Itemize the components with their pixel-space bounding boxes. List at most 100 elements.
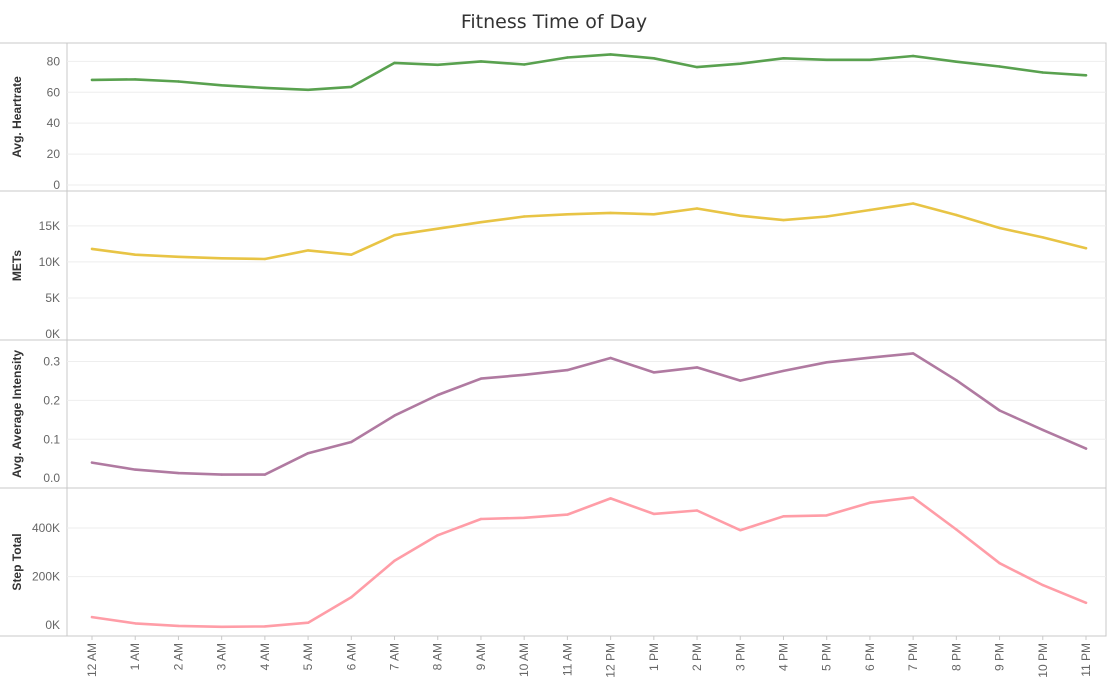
data-point bbox=[220, 625, 223, 628]
data-point bbox=[955, 379, 958, 382]
data-point bbox=[1084, 601, 1088, 604]
data-point bbox=[825, 215, 828, 218]
data-point bbox=[609, 211, 612, 215]
x-tick-label: 7 AM bbox=[388, 643, 402, 670]
y-tick-label: 5K bbox=[45, 291, 60, 305]
panel-1: 0 20 40 60 80 Avg. Heartrate bbox=[0, 53, 1106, 192]
x-tick-label: 1 PM bbox=[647, 643, 661, 671]
data-point bbox=[479, 517, 483, 521]
x-tick-label: 8 PM bbox=[949, 643, 963, 671]
data-point bbox=[263, 86, 267, 90]
data-point bbox=[695, 65, 699, 69]
data-point bbox=[782, 218, 785, 222]
data-point bbox=[177, 255, 180, 258]
x-tick-label: 12 PM bbox=[604, 643, 618, 677]
x-tick-label: 3 AM bbox=[215, 643, 229, 670]
x-tick-label: 4 AM bbox=[258, 643, 272, 670]
data-point bbox=[825, 514, 828, 517]
x-tick-label: 3 PM bbox=[733, 643, 747, 671]
data-point bbox=[955, 528, 958, 531]
data-point bbox=[998, 409, 1001, 412]
y-tick-label: 0K bbox=[45, 618, 60, 632]
y-tick-label: 0.2 bbox=[43, 393, 60, 407]
data-point bbox=[134, 78, 137, 81]
data-point bbox=[523, 516, 526, 519]
data-point bbox=[739, 62, 742, 65]
data-point bbox=[566, 368, 569, 372]
data-point bbox=[782, 57, 785, 60]
data-point bbox=[609, 497, 612, 500]
data-point bbox=[220, 473, 223, 476]
data-point bbox=[1041, 236, 1045, 239]
y-tick-label: 15K bbox=[39, 219, 60, 233]
data-point bbox=[1041, 428, 1045, 432]
data-point bbox=[652, 512, 655, 516]
x-tick-label: 6 AM bbox=[344, 643, 358, 670]
data-point bbox=[134, 468, 137, 471]
data-point bbox=[1084, 74, 1088, 77]
data-point bbox=[90, 615, 94, 619]
data-point bbox=[177, 80, 180, 83]
data-point bbox=[825, 361, 828, 364]
data-point bbox=[436, 63, 439, 66]
data-point bbox=[90, 461, 94, 464]
data-point bbox=[263, 473, 267, 476]
data-point bbox=[350, 253, 353, 256]
data-point bbox=[609, 53, 612, 56]
y-tick-label: 0K bbox=[45, 327, 60, 341]
data-point bbox=[350, 440, 353, 444]
data-point bbox=[134, 622, 137, 625]
data-point bbox=[695, 207, 699, 210]
data-point bbox=[436, 227, 439, 230]
data-point bbox=[911, 496, 915, 499]
data-point bbox=[393, 234, 396, 237]
data-point bbox=[306, 249, 310, 252]
x-tick-label: 2 AM bbox=[171, 643, 185, 670]
data-point bbox=[566, 513, 569, 516]
x-tick-label: 9 AM bbox=[474, 643, 488, 670]
data-point bbox=[479, 60, 483, 63]
x-tick-label: 7 PM bbox=[906, 643, 920, 671]
y-tick-label: 200K bbox=[32, 570, 60, 584]
data-point bbox=[955, 60, 958, 63]
data-point bbox=[393, 559, 396, 562]
data-point bbox=[998, 226, 1001, 230]
data-point bbox=[652, 57, 655, 60]
data-point bbox=[393, 414, 396, 417]
series-line-1 bbox=[90, 53, 1088, 92]
y-tick-label: 0.3 bbox=[43, 355, 60, 369]
data-point bbox=[868, 356, 872, 359]
data-point bbox=[436, 393, 439, 397]
data-point bbox=[868, 501, 872, 504]
data-point bbox=[393, 61, 396, 65]
data-point bbox=[1084, 247, 1088, 250]
x-tick-label: 5 PM bbox=[820, 643, 834, 671]
y-tick-label: 60 bbox=[47, 85, 61, 99]
data-point bbox=[782, 515, 785, 518]
data-point bbox=[566, 56, 569, 59]
data-point bbox=[825, 58, 828, 61]
data-point bbox=[652, 213, 655, 216]
data-point bbox=[1041, 71, 1045, 74]
data-point bbox=[998, 562, 1001, 565]
panel-2: 0K 5K 10K 15K METs bbox=[0, 202, 1106, 341]
y-tick-label: 40 bbox=[47, 116, 61, 130]
data-point bbox=[220, 84, 223, 87]
data-point bbox=[306, 621, 310, 624]
data-point bbox=[177, 624, 180, 628]
data-point bbox=[134, 253, 137, 256]
x-tick-label: 12 AM bbox=[85, 643, 99, 677]
x-tick-label: 11 AM bbox=[560, 643, 574, 676]
data-point bbox=[523, 373, 526, 376]
series-line-2 bbox=[90, 202, 1088, 261]
chart-panels: 0 20 40 60 80 Avg. Heartrate 0K 5K 10K 15K METs 0.0… bbox=[0, 42, 1107, 637]
y-tick-label: 0.1 bbox=[43, 432, 60, 446]
data-point bbox=[609, 356, 612, 360]
data-point bbox=[911, 54, 915, 58]
y-tick-label: 80 bbox=[47, 54, 61, 68]
x-tick-label: 9 PM bbox=[993, 643, 1007, 671]
data-point bbox=[306, 452, 310, 455]
data-point bbox=[652, 371, 655, 374]
data-point bbox=[739, 379, 742, 382]
x-tick-label: 2 PM bbox=[690, 643, 704, 671]
